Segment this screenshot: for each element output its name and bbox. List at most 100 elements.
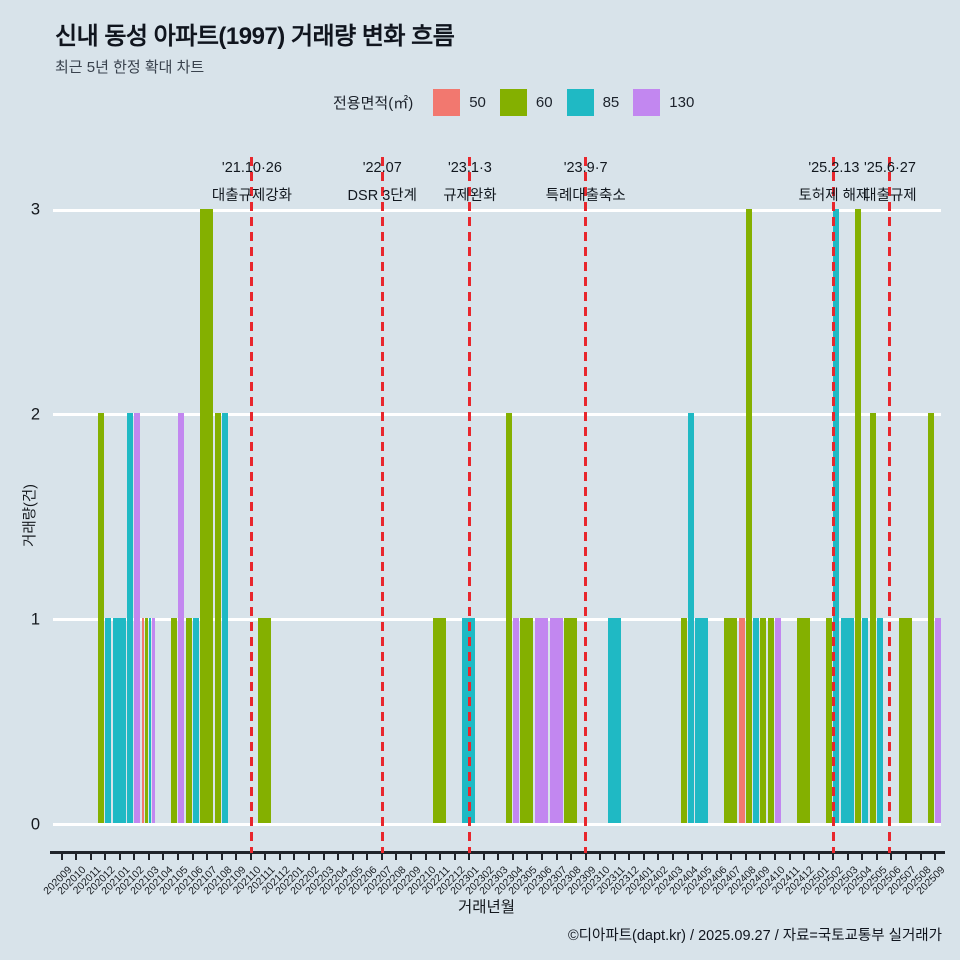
bar-202103-50[interactable] — [141, 618, 145, 823]
bar-202103-60[interactable] — [145, 618, 148, 823]
x-tick-202111 — [264, 853, 267, 860]
bar-202504-85[interactable] — [862, 618, 869, 823]
legend-label-85: 85 — [602, 93, 620, 111]
x-tick-202209 — [409, 853, 412, 860]
x-tick-202102 — [133, 853, 136, 860]
x-tick-202311 — [613, 853, 616, 860]
bar-202407-60[interactable] — [724, 618, 738, 823]
x-tick-202110 — [249, 853, 252, 860]
x-tick-202208 — [395, 853, 398, 860]
event-line-3 — [584, 157, 588, 853]
x-tick-202201 — [293, 853, 296, 860]
bar-202102-130[interactable] — [134, 413, 141, 823]
bar-202105-60[interactable] — [171, 618, 178, 823]
legend-item-85[interactable]: 85 — [553, 88, 620, 116]
x-tick-202412 — [803, 853, 806, 860]
x-tick-202411 — [788, 853, 791, 860]
x-tick-202202 — [308, 853, 311, 860]
bar-202308-60[interactable] — [564, 618, 578, 823]
bar-202408-60[interactable] — [745, 208, 752, 823]
x-tick-202106 — [191, 853, 194, 860]
bar-202408-50[interactable] — [738, 618, 745, 823]
bar-202410-60[interactable] — [767, 618, 774, 823]
event-date-2: '23.1·3 — [447, 160, 492, 176]
x-tick-202011 — [89, 853, 92, 860]
bar-202505-60[interactable] — [869, 413, 876, 823]
event-label-0: 대출규제강화 — [211, 188, 292, 204]
legend-item-50[interactable]: 50 — [419, 88, 486, 116]
x-tick-202304 — [511, 853, 514, 860]
bar-202507-60[interactable] — [899, 618, 913, 823]
page-subtitle: 최근 5년 한정 확대 차트 — [55, 59, 205, 76]
x-tick-202408 — [744, 853, 747, 860]
bar-202409-60[interactable] — [760, 618, 767, 823]
bar-202103-130[interactable] — [152, 618, 155, 823]
legend-item-60[interactable]: 60 — [486, 88, 553, 116]
x-tick-202403 — [672, 853, 675, 860]
bar-202409-85[interactable] — [753, 618, 760, 823]
bar-202503-85[interactable] — [840, 618, 854, 823]
x-tick-202210 — [424, 853, 427, 860]
bar-202108-60[interactable] — [214, 413, 221, 823]
bar-202211-60[interactable] — [433, 618, 447, 823]
bar-202012-85[interactable] — [105, 618, 112, 823]
x-tick-202305 — [526, 853, 529, 860]
x-tick-202402 — [657, 853, 660, 860]
x-tick-202505 — [875, 853, 878, 860]
y-tick-label-3: 3 — [30, 200, 40, 219]
y-tick-label-2: 2 — [30, 405, 40, 424]
bar-202012-60[interactable] — [98, 413, 105, 823]
event-line-2 — [468, 157, 472, 853]
bar-202502-85[interactable] — [833, 208, 840, 823]
bar-202404-60[interactable] — [680, 618, 687, 823]
bar-202105-130[interactable] — [178, 413, 185, 823]
event-date-4: '25.2.13 — [808, 160, 860, 176]
bar-202101-85[interactable] — [112, 618, 126, 823]
event-line-4 — [832, 157, 836, 853]
x-tick-202301 — [468, 853, 471, 860]
bar-202509-130[interactable] — [935, 618, 942, 823]
bar-202307-130[interactable] — [549, 618, 563, 823]
bar-202108-85[interactable] — [221, 413, 228, 823]
bar-202106-60[interactable] — [185, 618, 192, 823]
x-tick-202308 — [570, 853, 573, 860]
y-tick-label-0: 0 — [30, 815, 40, 833]
x-tick-202101 — [118, 853, 121, 860]
bar-202111-60[interactable] — [258, 618, 272, 823]
bar-202412-60[interactable] — [797, 618, 811, 823]
bar-202311-85[interactable] — [607, 618, 621, 823]
bar-202306-130[interactable] — [535, 618, 549, 823]
y-tick-label-1: 1 — [30, 610, 40, 629]
bar-202410-130[interactable] — [774, 618, 781, 823]
bar-202304-60[interactable] — [505, 413, 512, 823]
legend: 전용면적(㎡) 50 60 85 130 — [333, 87, 694, 117]
x-tick-202207 — [380, 853, 383, 860]
x-axis-line — [50, 851, 945, 854]
bar-202404-85[interactable] — [687, 413, 694, 823]
x-tick-202307 — [555, 853, 558, 860]
bar-202102-85[interactable] — [127, 413, 134, 823]
x-tick-202105 — [176, 853, 179, 860]
bar-202405-85[interactable] — [695, 618, 709, 823]
x-tick-202506 — [890, 853, 893, 860]
x-tick-202501 — [817, 853, 820, 860]
x-tick-202206 — [366, 853, 369, 860]
x-tick-202410 — [773, 853, 776, 860]
bar-202304-130[interactable] — [512, 618, 519, 823]
bar-202305-60[interactable] — [520, 618, 534, 823]
x-tick-202009 — [60, 853, 63, 860]
event-line-5 — [888, 157, 892, 853]
legend-item-130[interactable]: 130 — [619, 88, 694, 116]
bar-202502-60[interactable] — [826, 618, 833, 823]
bar-202509-60[interactable] — [928, 413, 935, 823]
x-tick-202405 — [701, 853, 704, 860]
bar-202505-85[interactable] — [876, 618, 883, 823]
x-tick-202211 — [439, 853, 442, 860]
legend-swatch-130 — [633, 88, 661, 116]
bar-202106-85[interactable] — [192, 618, 199, 823]
bar-202504-60[interactable] — [855, 208, 862, 823]
x-tick-202312 — [628, 853, 631, 860]
bar-202107-60[interactable] — [200, 208, 214, 823]
bar-202103-85[interactable] — [148, 618, 152, 823]
